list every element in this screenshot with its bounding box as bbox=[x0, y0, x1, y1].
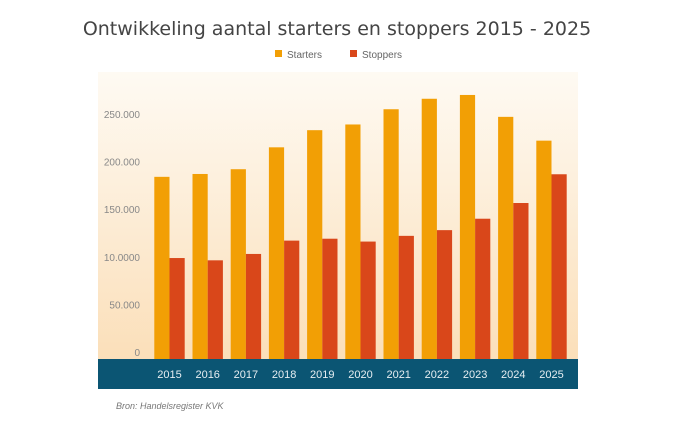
legend: Starters Stoppers bbox=[275, 50, 402, 61]
chart-title: Ontwikkeling aantal starters en stoppers… bbox=[83, 18, 591, 40]
legend-label-starters: Starters bbox=[287, 50, 322, 61]
y-tick-label: 200.000 bbox=[104, 158, 141, 169]
bar-starters-2024 bbox=[498, 116, 514, 359]
bar-starters-2016 bbox=[192, 173, 208, 359]
bar-starters-2025 bbox=[536, 140, 552, 359]
y-tick-label: 0 bbox=[134, 348, 140, 359]
bar-stoppers-2015 bbox=[169, 258, 185, 359]
bar-stoppers-2017 bbox=[245, 253, 262, 359]
bar-starters-2022 bbox=[421, 98, 437, 359]
bar-starters-2023 bbox=[459, 94, 476, 360]
bar-stoppers-2020 bbox=[360, 241, 376, 359]
bar-stoppers-2022 bbox=[436, 230, 453, 359]
x-tick-label: 2023 bbox=[463, 369, 487, 381]
bar-stoppers-2023 bbox=[475, 218, 491, 359]
source-note: Bron: Handelsregister KVK bbox=[116, 401, 225, 411]
x-tick-label: 2025 bbox=[539, 369, 563, 381]
x-tick-label: 2015 bbox=[157, 369, 181, 381]
legend-swatch-stoppers bbox=[350, 50, 357, 57]
x-tick-label: 2016 bbox=[195, 369, 219, 381]
y-tick-label: 150.000 bbox=[104, 205, 141, 216]
bar-starters-2021 bbox=[383, 109, 399, 360]
bar-stoppers-2025 bbox=[551, 174, 567, 359]
bar-stoppers-2018 bbox=[284, 240, 300, 359]
x-tick-label: 2019 bbox=[310, 369, 334, 381]
bar-stoppers-2024 bbox=[513, 203, 529, 359]
legend-label-stoppers: Stoppers bbox=[362, 50, 402, 61]
y-tick-label: 10.0000 bbox=[104, 253, 141, 264]
x-tick-label: 2020 bbox=[348, 369, 372, 381]
x-tick-label: 2022 bbox=[425, 369, 449, 381]
bar-starters-2018 bbox=[268, 147, 285, 359]
x-tick-label: 2017 bbox=[234, 369, 258, 381]
x-tick-label: 2021 bbox=[386, 369, 410, 381]
y-tick-label: 250.000 bbox=[104, 110, 141, 121]
x-axis-band bbox=[98, 359, 578, 389]
legend-swatch-starters bbox=[275, 50, 282, 57]
x-tick-label: 2024 bbox=[501, 369, 525, 381]
bar-starters-2017 bbox=[230, 169, 246, 359]
x-tick-label: 2018 bbox=[272, 369, 296, 381]
bar-starters-2019 bbox=[307, 130, 323, 359]
bar-starters-2015 bbox=[154, 176, 170, 359]
bar-starters-2020 bbox=[345, 124, 361, 359]
bar-stoppers-2019 bbox=[322, 238, 338, 359]
bar-stoppers-2021 bbox=[398, 235, 414, 359]
bar-stoppers-2016 bbox=[207, 260, 223, 359]
y-tick-label: 50.000 bbox=[109, 300, 140, 311]
